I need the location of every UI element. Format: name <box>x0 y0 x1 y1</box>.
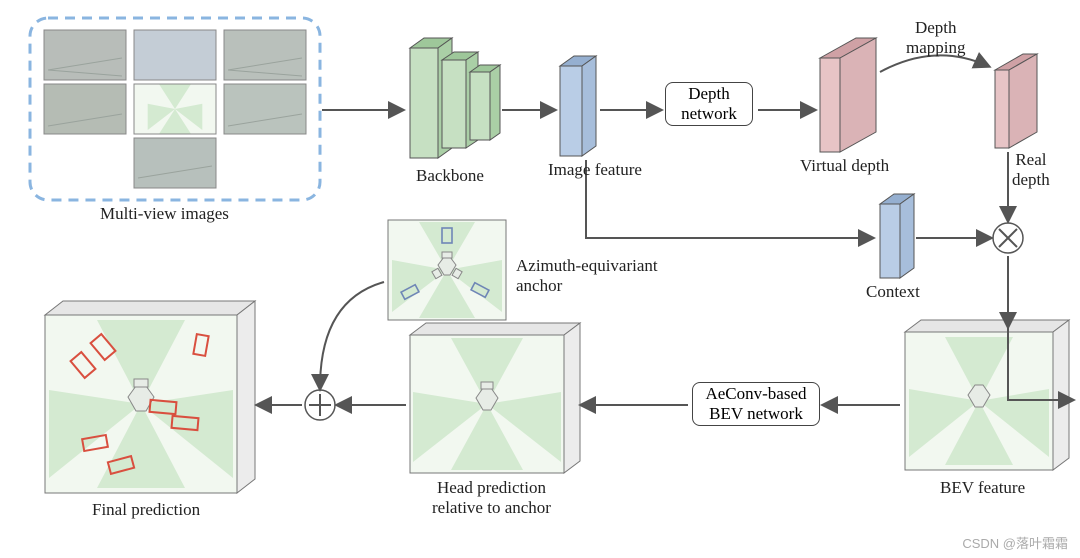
aeconv-label: AeConv-based BEV network <box>705 384 806 423</box>
depth-network-label: Depth network <box>681 84 737 123</box>
label-aeanchor: Azimuth-equivariant anchor <box>516 256 658 296</box>
plus-op <box>305 390 335 420</box>
label-vdepth: Virtual depth <box>800 156 889 176</box>
label-multiview: Multi-view images <box>100 204 229 224</box>
label-headpred: Head prediction relative to anchor <box>432 478 551 518</box>
bevfeat-panel <box>905 320 1069 470</box>
label-depthmap: Depth mapping <box>906 18 966 58</box>
real-depth-block <box>995 54 1037 148</box>
label-context: Context <box>866 282 920 302</box>
label-rdepth: Real depth <box>1012 150 1050 190</box>
multiply-op <box>993 223 1023 253</box>
label-imgfeat: Image feature <box>548 160 642 180</box>
depth-network-box: Depth network <box>665 82 753 126</box>
watermark: CSDN @落叶霜霜 <box>962 533 1068 552</box>
image-feature-block <box>560 56 596 156</box>
context-block <box>880 194 914 278</box>
aeconv-box: AeConv-based BEV network <box>692 382 820 426</box>
label-finalpred: Final prediction <box>92 500 200 520</box>
anchor-panel <box>388 220 506 320</box>
headpred-panel <box>410 323 580 473</box>
label-bevfeat: BEV feature <box>940 478 1025 498</box>
final-panel <box>45 301 255 493</box>
backbone-block <box>410 38 500 158</box>
virtual-depth-block <box>820 38 876 152</box>
multiview-container <box>30 18 320 200</box>
multiview-thumbnails <box>44 30 306 188</box>
label-backbone: Backbone <box>416 166 484 186</box>
